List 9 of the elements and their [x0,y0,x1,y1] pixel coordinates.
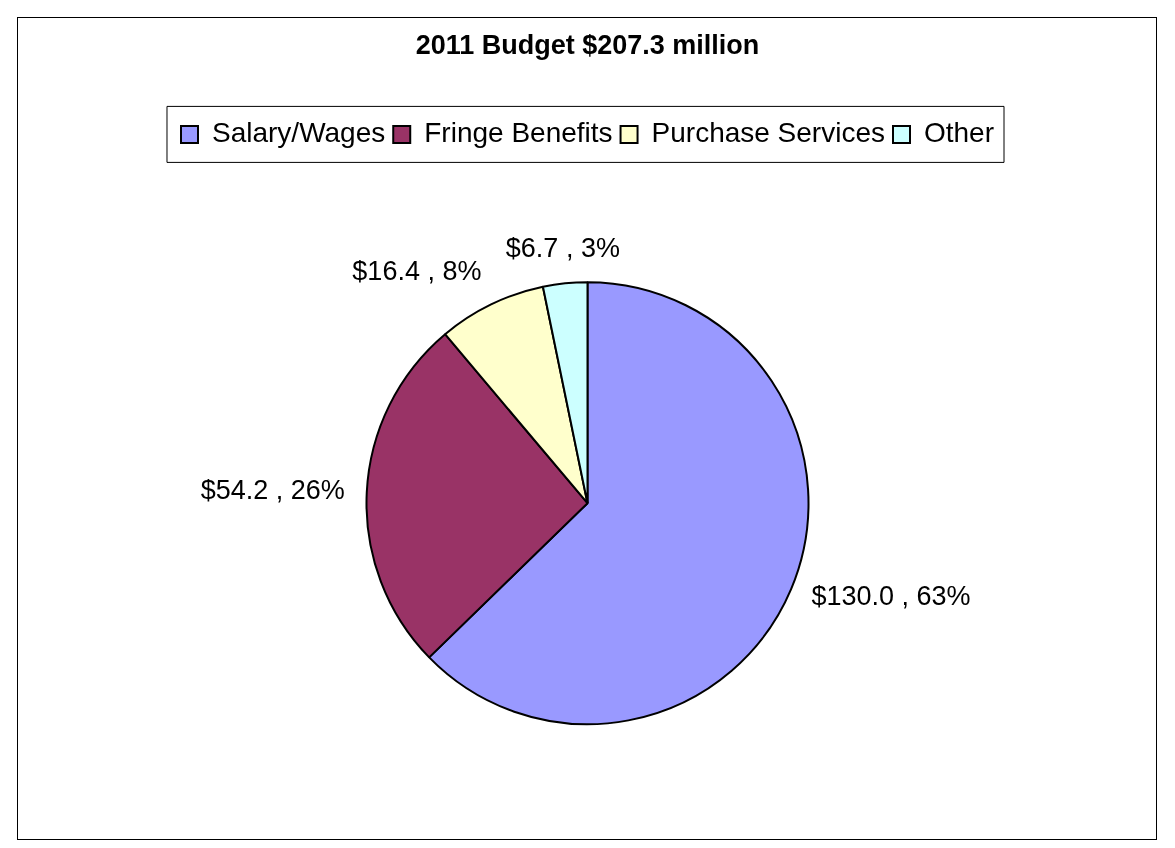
legend-label: Purchase Services [651,117,885,149]
data-label: $6.7 , 3% [505,232,620,263]
data-label: $54.2 , 26% [200,474,345,505]
chart-title: 2011 Budget $207.3 million [415,29,760,60]
data-label: $130.0 , 63% [811,581,971,612]
legend-label: Other [923,117,995,149]
legend-label: Salary/Wages [211,117,386,149]
data-label: $16.4 , 8% [352,256,482,287]
legend-label: Fringe Benefits [424,117,613,149]
